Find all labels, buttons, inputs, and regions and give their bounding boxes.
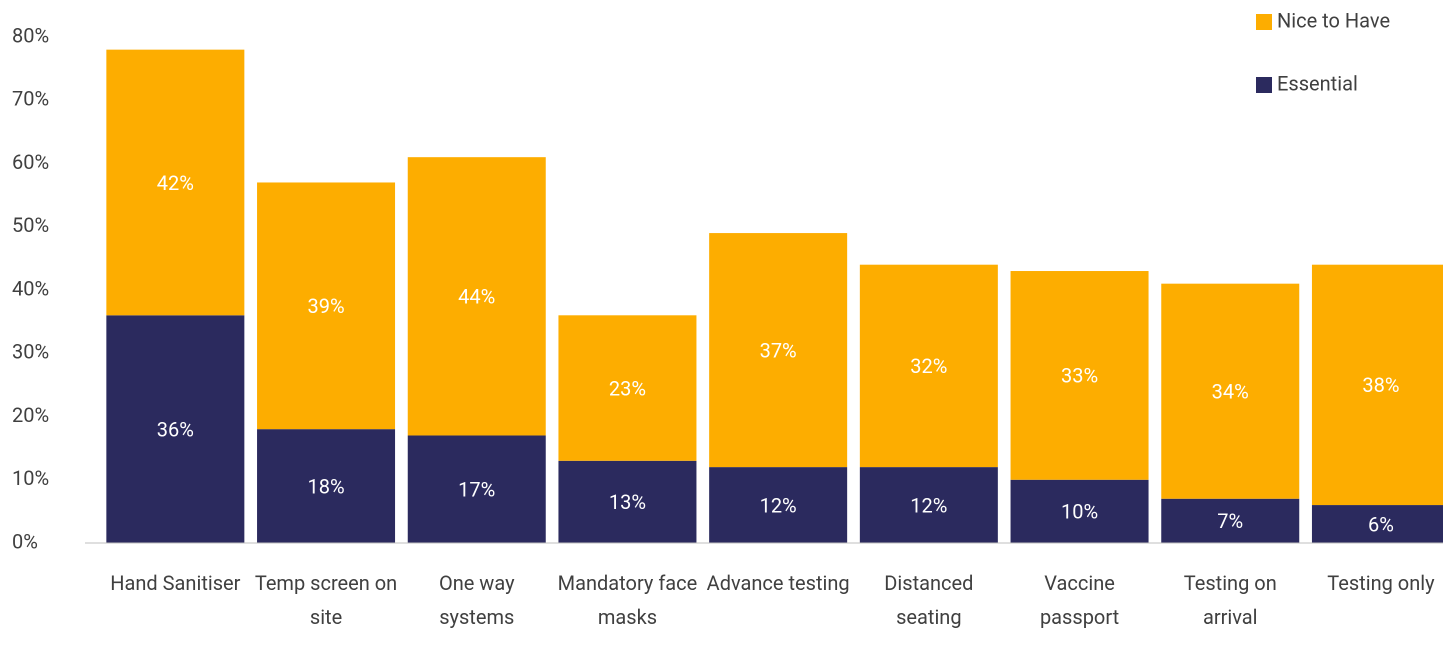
data-label: 6% <box>1368 512 1394 536</box>
y-tick-label: 70% <box>12 87 49 111</box>
bar-segment <box>106 315 245 543</box>
bar-segment <box>709 233 848 468</box>
data-label: 17% <box>458 478 495 502</box>
x-tick-label: Temp screen on site <box>254 571 398 629</box>
x-tick-label: Hand Sanitiser <box>110 571 241 595</box>
x-tick-label: One way systems <box>438 571 515 629</box>
y-tick-label: 60% <box>12 150 49 174</box>
bar-segment <box>859 264 998 468</box>
legend-label: Essential <box>1277 71 1358 95</box>
bar-segment <box>1010 479 1149 543</box>
y-tick-label: 40% <box>12 276 49 300</box>
bar-segment <box>1311 505 1443 543</box>
data-label: 32% <box>910 354 947 378</box>
data-label: 23% <box>609 376 646 400</box>
x-tick-label: Mandatory face masks <box>557 571 698 629</box>
legend-swatch <box>1256 14 1272 30</box>
data-label: 36% <box>157 417 194 441</box>
bar-segment <box>1161 283 1300 499</box>
data-label: 34% <box>1212 379 1249 403</box>
data-label: 33% <box>1061 364 1098 388</box>
data-label: 39% <box>307 294 344 318</box>
data-label: 37% <box>760 338 797 362</box>
data-label: 38% <box>1362 373 1399 397</box>
x-tick-label: Advance testing <box>706 571 850 595</box>
bar-segment <box>407 435 546 543</box>
data-label: 18% <box>307 474 344 498</box>
x-tick-label: Distanced seating <box>884 571 974 629</box>
y-tick-label: 10% <box>12 466 49 490</box>
bar-segment <box>709 467 848 543</box>
data-label: 42% <box>157 171 194 195</box>
data-label: 12% <box>760 493 797 517</box>
x-tick-label: Testing on arrival <box>1183 571 1277 629</box>
legend-label: Nice to Have <box>1277 8 1390 32</box>
data-label: 12% <box>910 493 947 517</box>
y-tick-label: 80% <box>12 23 49 47</box>
bar-segment <box>859 467 998 543</box>
bar-segment <box>1010 271 1149 480</box>
bar-segment <box>1161 498 1300 543</box>
data-label: 13% <box>609 490 646 514</box>
data-label: 44% <box>458 285 495 309</box>
bar-segment <box>558 460 697 543</box>
bar-segment <box>257 429 396 543</box>
bar-segment <box>1311 264 1443 506</box>
y-tick-label: 0% <box>12 529 38 553</box>
x-tick-label: Testing only <box>1327 571 1435 595</box>
x-tick-label: Vaccine passport <box>1039 571 1120 629</box>
y-tick-label: 20% <box>12 403 49 427</box>
bar-segment <box>558 315 697 461</box>
bar-segment <box>257 182 396 430</box>
y-tick-label: 50% <box>12 213 49 237</box>
data-label: 7% <box>1217 509 1243 533</box>
y-tick-label: 30% <box>12 340 49 364</box>
bar-segment <box>106 49 245 316</box>
bar-segment <box>407 157 546 436</box>
data-label: 10% <box>1061 500 1098 524</box>
legend-swatch <box>1256 77 1272 93</box>
